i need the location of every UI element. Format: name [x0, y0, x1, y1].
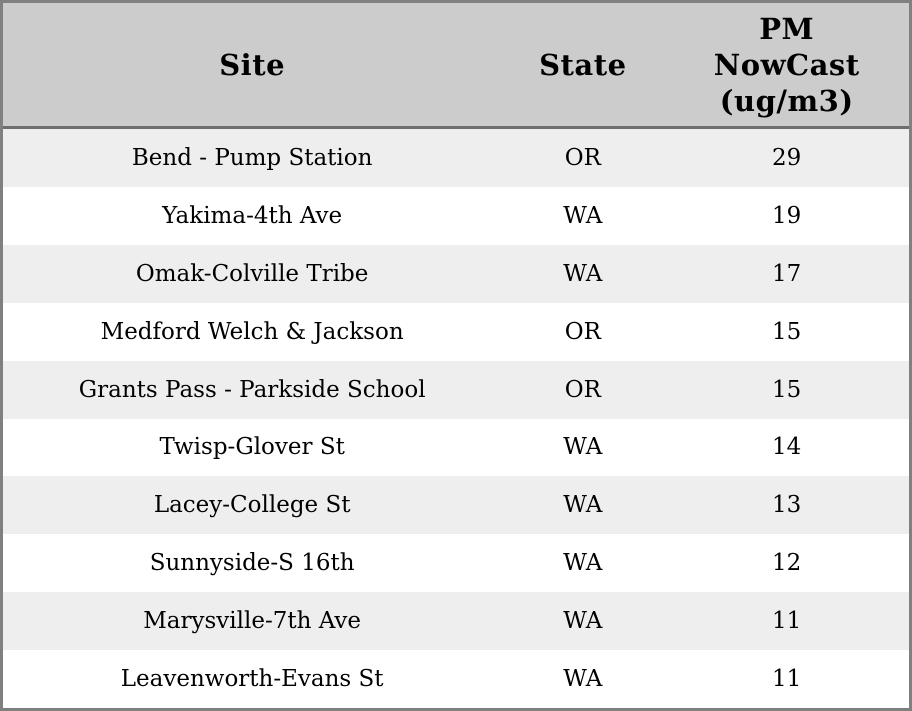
state-cell: WA [563, 260, 603, 287]
site-cell: Grants Pass - Parkside School [78, 376, 426, 403]
pm-value-cell: 17 [772, 260, 802, 287]
pm-value-cell: 29 [772, 144, 802, 171]
state-cell: OR [564, 376, 601, 403]
pm-value-cell: 15 [772, 376, 802, 403]
table-row: Medford Welch & Jackson OR 15 [3, 302, 909, 361]
site-cell: Lacey-College St [153, 492, 351, 519]
pm-value-cell: 11 [772, 608, 802, 635]
state-cell: OR [564, 144, 601, 171]
site-cell: Yakima-4th Ave [162, 202, 343, 229]
pm-value-cell: 14 [772, 434, 802, 461]
column-header-site: Site [219, 47, 286, 82]
table-row: Bend - Pump Station OR 29 [3, 129, 909, 187]
column-header-pm-nowcast: PM NowCast (ug/m3) [713, 11, 860, 118]
pm-value-cell: 12 [772, 550, 802, 577]
pm-value-cell: 11 [772, 666, 802, 693]
pm-value-cell: 19 [772, 202, 802, 229]
site-cell: Marysville-7th Ave [143, 608, 362, 635]
table-row: Leavenworth-Evans St WA 11 [3, 650, 909, 708]
table-row: Marysville-7th Ave WA 11 [3, 592, 909, 651]
table-row: Yakima-4th Ave WA 19 [3, 186, 909, 245]
table-row: Twisp-Glover St WA 14 [3, 418, 909, 477]
site-cell: Sunnyside-S 16th [149, 550, 355, 577]
column-header-state: State [539, 47, 627, 82]
site-cell: Bend - Pump Station [131, 144, 373, 171]
state-cell: WA [563, 666, 603, 693]
state-cell: WA [563, 202, 603, 229]
state-cell: WA [563, 608, 603, 635]
state-cell: WA [563, 434, 603, 461]
pm-value-cell: 15 [772, 318, 802, 345]
state-cell: WA [563, 550, 603, 577]
table-body: Bend - Pump Station OR 29 Yakima-4th Ave… [3, 129, 909, 708]
site-cell: Medford Welch & Jackson [100, 318, 404, 345]
state-cell: WA [563, 492, 603, 519]
site-cell: Twisp-Glover St [159, 434, 345, 461]
pm-value-cell: 13 [772, 492, 802, 519]
table-header-row: Site State PM NowCast (ug/m3) [3, 3, 909, 129]
table-row: Omak-Colville Tribe WA 17 [3, 244, 909, 303]
table-row: Sunnyside-S 16th WA 12 [3, 534, 909, 593]
site-cell: Leavenworth-Evans St [120, 666, 384, 693]
table-row: Grants Pass - Parkside School OR 15 [3, 360, 909, 419]
state-cell: OR [564, 318, 601, 345]
table-row: Lacey-College St WA 13 [3, 476, 909, 535]
site-cell: Omak-Colville Tribe [135, 260, 369, 287]
